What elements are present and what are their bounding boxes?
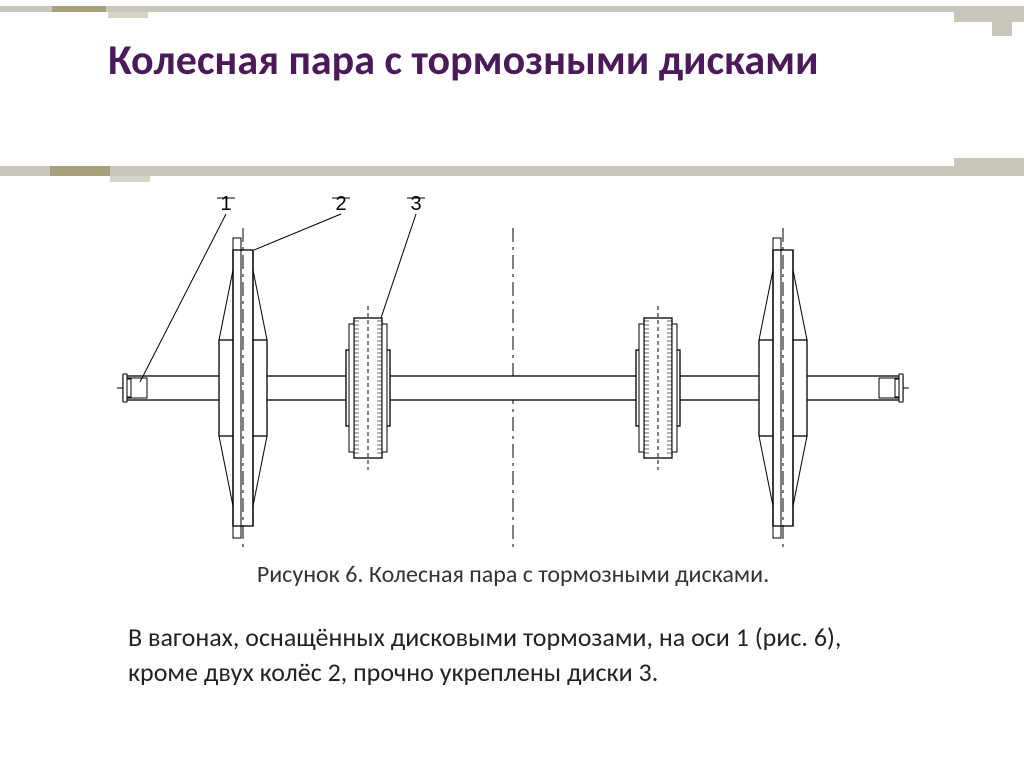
figure: 1 2 3 — [108, 188, 918, 552]
decor-mid-shadow — [110, 176, 150, 182]
decor-top — [0, 6, 1024, 12]
slide-title: Колесная пара с тормозными дисками — [108, 36, 818, 86]
body-text: В вагонах, оснащённых дисковыми тормозам… — [128, 620, 898, 690]
decor-mid-olive — [50, 166, 110, 176]
figure-caption: Рисунок 6. Колесная пара с тормозными ди… — [108, 560, 918, 589]
decor-mid-r — [954, 158, 1024, 166]
svg-text:2: 2 — [335, 193, 346, 215]
decor-top-r1 — [954, 12, 1024, 22]
svg-text:1: 1 — [220, 193, 231, 215]
wheelset-diagram: 1 2 3 — [108, 188, 918, 552]
slide: Колесная пара с тормозными дисками 1 2 3 Р… — [0, 0, 1024, 767]
decor-mid — [0, 166, 1024, 176]
decor-top-r2 — [992, 12, 1012, 36]
decor-top-shadow — [108, 12, 148, 18]
svg-text:3: 3 — [410, 193, 421, 215]
